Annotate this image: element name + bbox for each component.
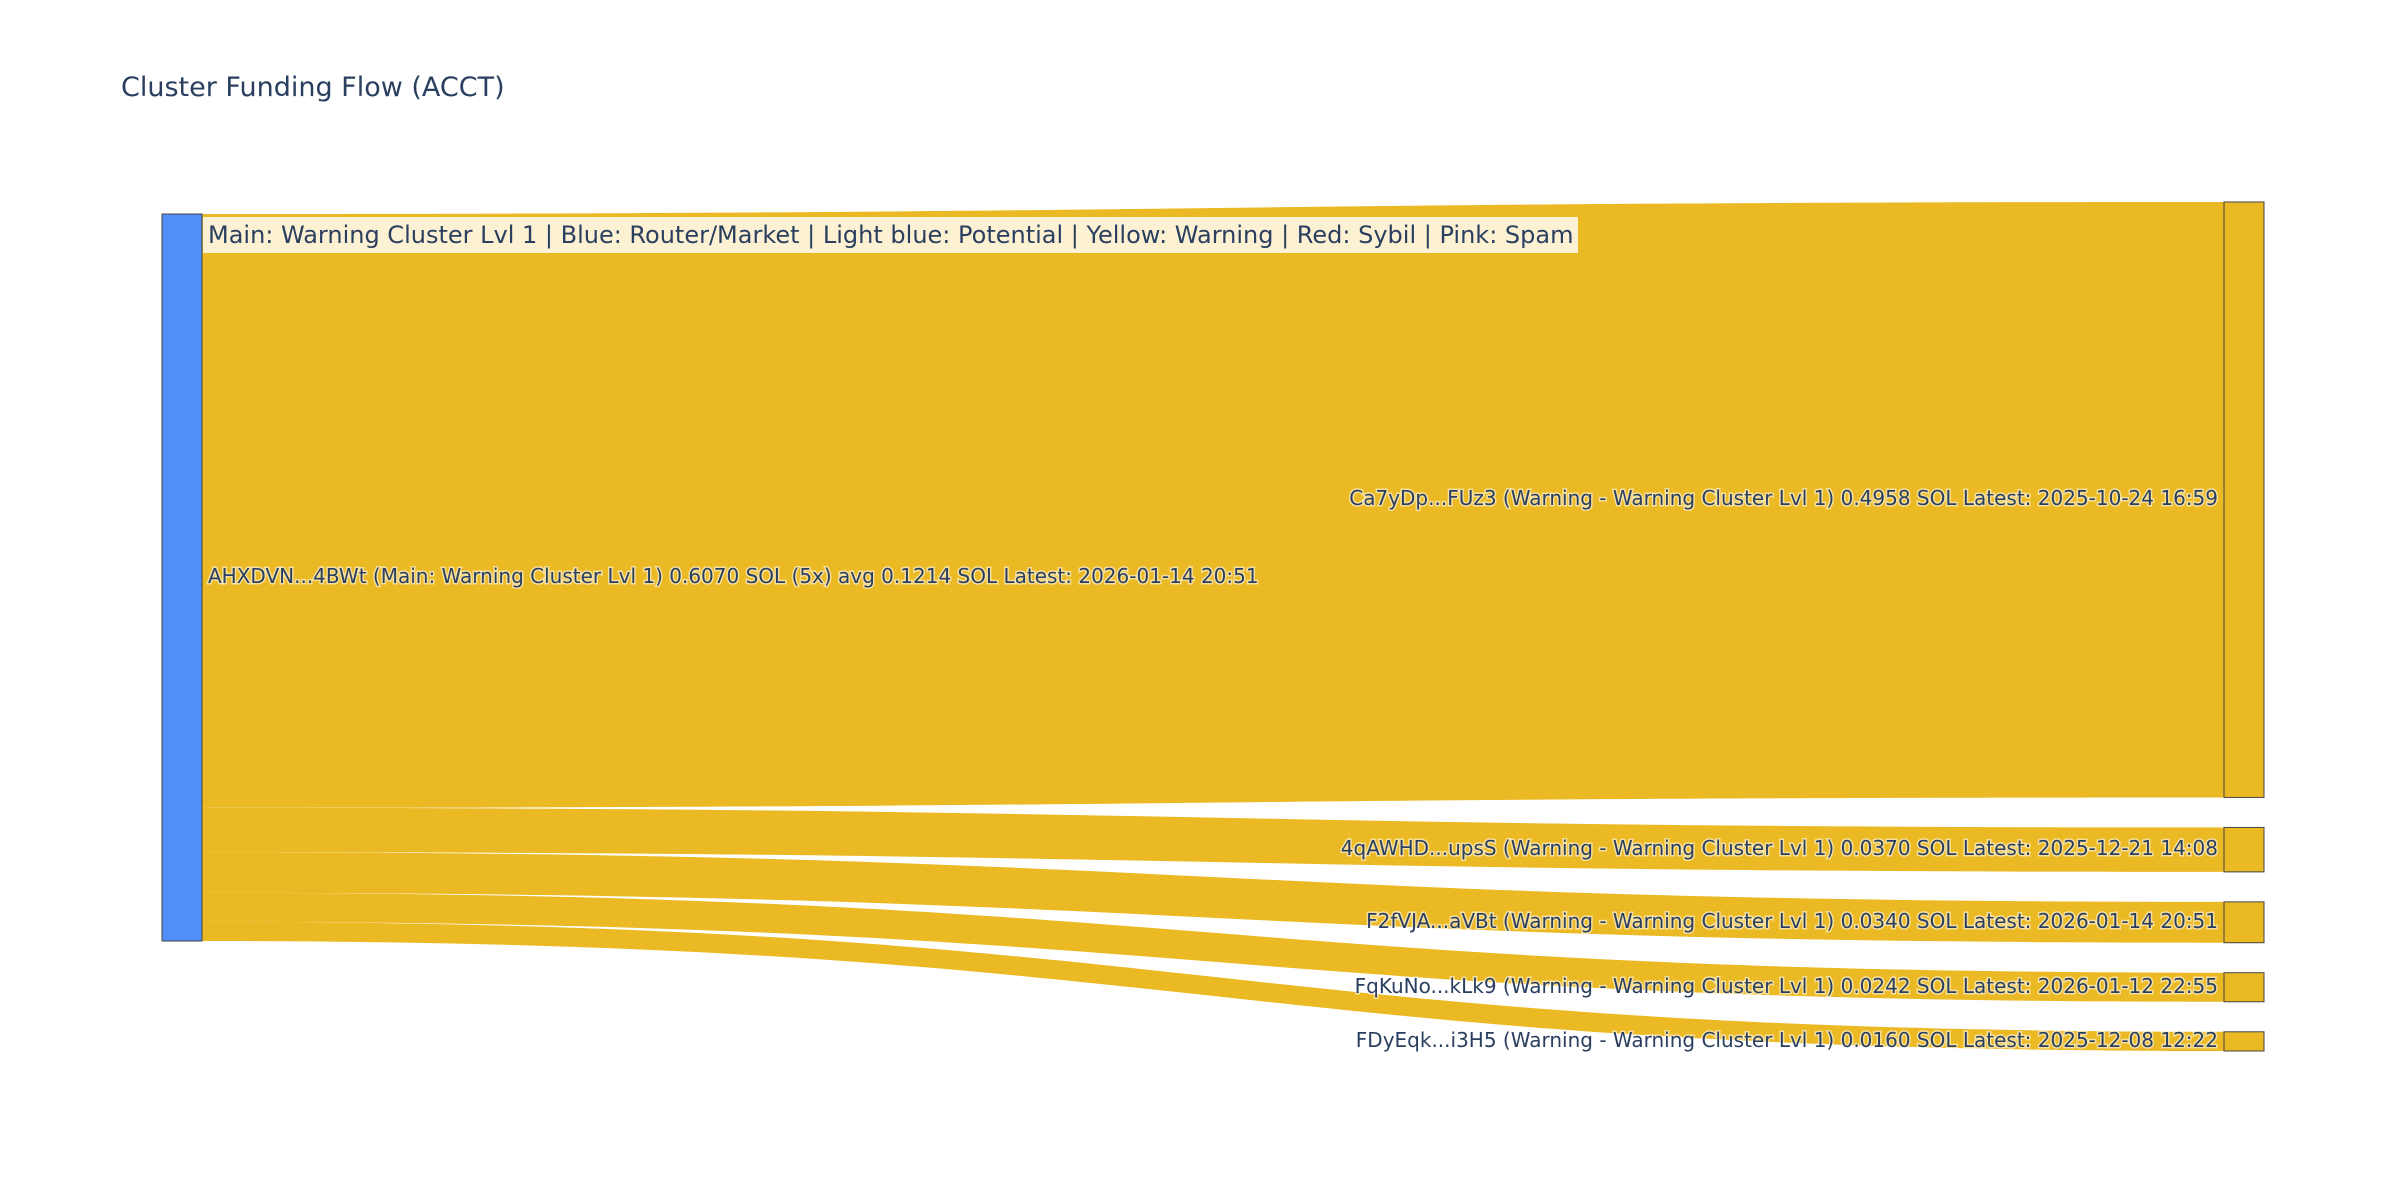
target-node[interactable] [2223,972,2265,1003]
flow-link[interactable] [202,921,2224,1051]
source-node[interactable] [161,213,203,942]
target-node[interactable] [2223,901,2265,944]
labels-layer: AHXDVN...4BWt (Main: Warning Cluster Lvl… [207,485,2220,1054]
target-node[interactable] [2223,1031,2265,1052]
flow-link[interactable] [202,202,2224,808]
target-node-label: F2fVJA...aVBt (Warning - Warning Cluster… [1366,909,2218,933]
nodes-layer [161,201,2265,1052]
target-node[interactable] [2223,201,2265,798]
source-node-label: AHXDVN...4BWt (Main: Warning Cluster Lvl… [208,564,1259,588]
flow-link[interactable] [202,852,2224,943]
target-node-label: FqKuNo...kLk9 (Warning - Warning Cluster… [1355,974,2218,998]
flow-link[interactable] [202,807,2224,872]
flow-link[interactable] [202,892,2224,1002]
target-node-label: FDyEqk...i3H5 (Warning - Warning Cluster… [1356,1028,2218,1052]
target-node[interactable] [2223,826,2265,873]
target-node-label: 4qAWHD...upsS (Warning - Warning Cluster… [1341,836,2218,860]
links-layer [202,202,2224,1051]
target-node-label: Ca7yDp...FUz3 (Warning - Warning Cluster… [1349,486,2218,510]
legend-note: Main: Warning Cluster Lvl 1 | Blue: Rout… [203,217,1579,253]
chart-title: Cluster Funding Flow (ACCT) [121,72,505,103]
